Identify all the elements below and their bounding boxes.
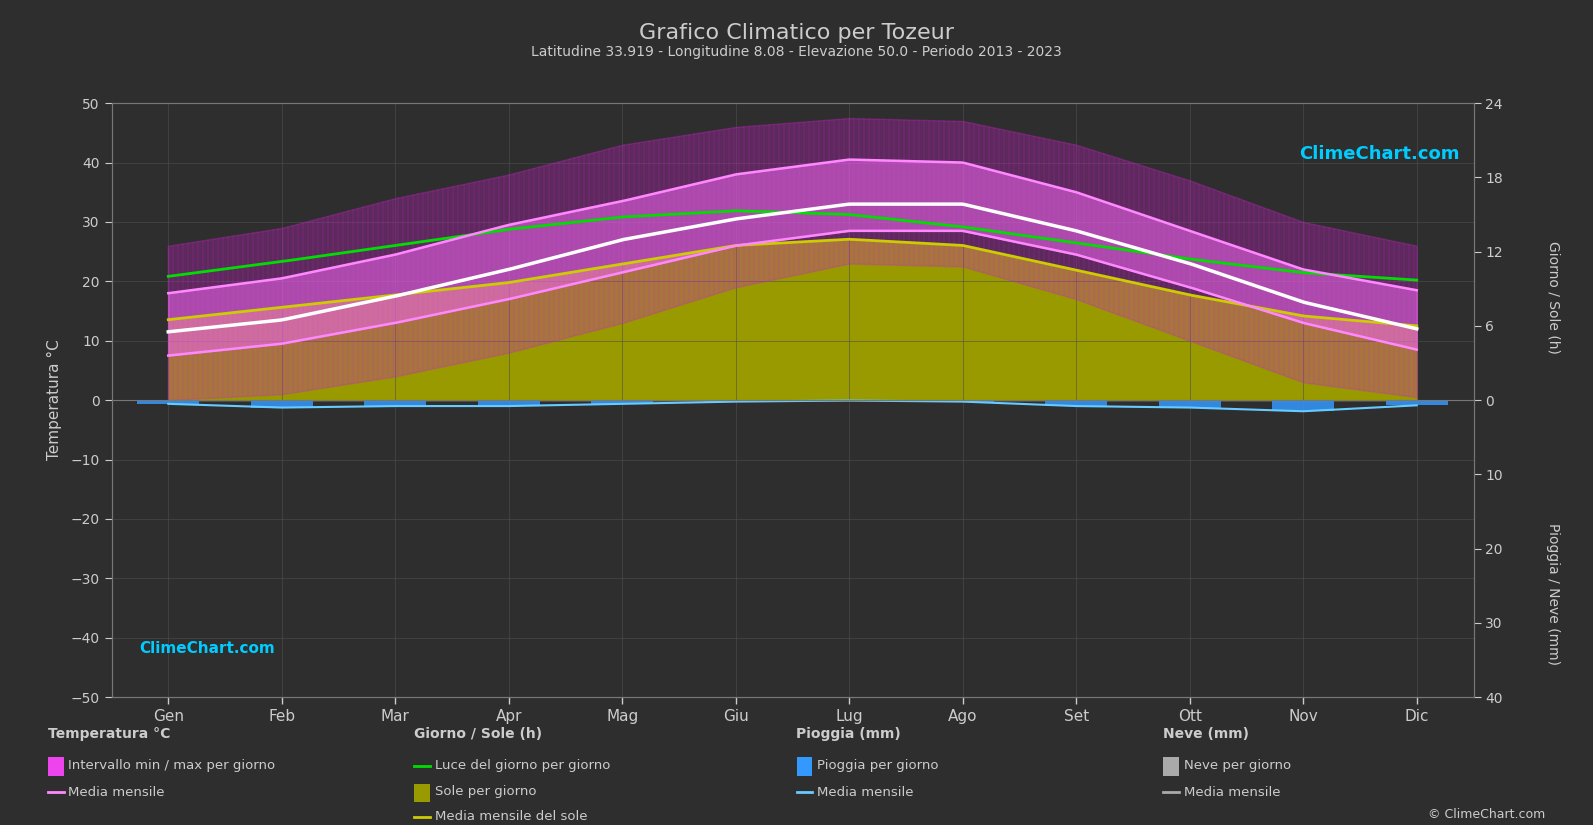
Text: Media mensile: Media mensile	[1184, 785, 1281, 799]
Text: Pioggia (mm): Pioggia (mm)	[796, 728, 902, 742]
Text: Pioggia per giorno: Pioggia per giorno	[817, 759, 938, 772]
Text: ClimeChart.com: ClimeChart.com	[1300, 144, 1459, 163]
Bar	[704, 400, 766, 402]
Bar	[137, 400, 199, 403]
Bar	[1273, 400, 1335, 411]
Text: Temperatura °C: Temperatura °C	[48, 728, 170, 742]
Text: Neve (mm): Neve (mm)	[1163, 728, 1249, 742]
Bar	[591, 400, 653, 403]
Text: Neve per giorno: Neve per giorno	[1184, 759, 1290, 772]
Bar	[478, 400, 540, 406]
Text: ClimeChart.com: ClimeChart.com	[139, 640, 274, 656]
Text: © ClimeChart.com: © ClimeChart.com	[1427, 808, 1545, 821]
Text: Grafico Climatico per Tozeur: Grafico Climatico per Tozeur	[639, 23, 954, 43]
Text: Latitudine 33.919 - Longitudine 8.08 - Elevazione 50.0 - Periodo 2013 - 2023: Latitudine 33.919 - Longitudine 8.08 - E…	[530, 45, 1063, 59]
Text: Pioggia / Neve (mm): Pioggia / Neve (mm)	[1547, 523, 1560, 665]
Text: Sole per giorno: Sole per giorno	[435, 785, 537, 799]
Text: Giorno / Sole (h): Giorno / Sole (h)	[414, 728, 542, 742]
Text: Giorno / Sole (h): Giorno / Sole (h)	[1547, 241, 1560, 353]
Bar	[1386, 400, 1448, 405]
Text: Luce del giorno per giorno: Luce del giorno per giorno	[435, 759, 610, 772]
Text: Media mensile: Media mensile	[68, 785, 166, 799]
Bar	[932, 400, 994, 402]
Text: Media mensile: Media mensile	[817, 785, 914, 799]
Text: Intervallo min / max per giorno: Intervallo min / max per giorno	[68, 759, 276, 772]
Y-axis label: Temperatura °C: Temperatura °C	[48, 340, 62, 460]
Bar	[1045, 400, 1107, 406]
Bar	[1158, 400, 1220, 408]
Bar	[250, 400, 312, 408]
Text: Media mensile del sole: Media mensile del sole	[435, 810, 588, 823]
Bar	[365, 400, 427, 406]
